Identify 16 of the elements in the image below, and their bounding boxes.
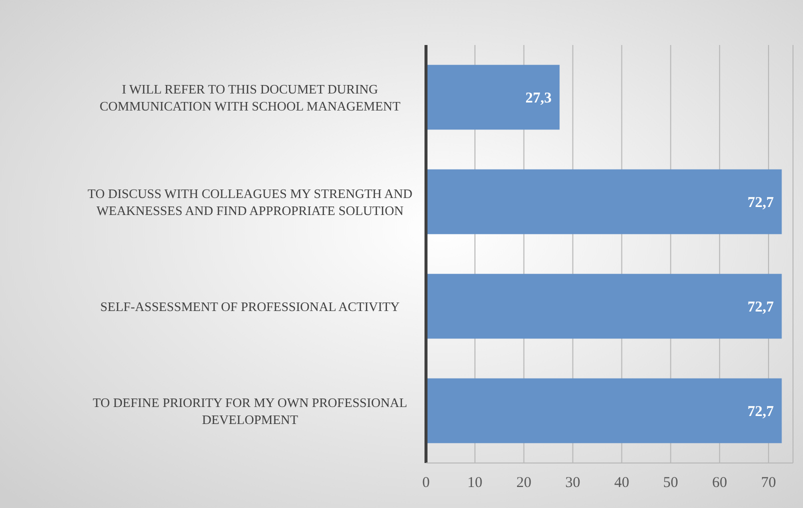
y-tick-label: TO DEFINE PRIORITY FOR MY OWN PROFESSIONAL DEVELOPMENT <box>92 394 408 427</box>
data-label: 27,3 <box>525 90 552 106</box>
y-tick-label: TO DISCUSS WITH COLLEAGUES MY STRENGTH AND WEAKNESSES AND FIND APPROPRIATE SOLUTION <box>88 186 412 218</box>
x-tick-label: 20 <box>516 475 532 491</box>
x-tick-label: 70 <box>761 475 776 491</box>
x-tick-label: 50 <box>663 475 678 491</box>
y-tick-label: SELF-ASSESSMENT OF PROFESSIONAL ACTIVITY <box>100 298 400 314</box>
data-label: 72,7 <box>747 195 774 211</box>
x-tick-label: 40 <box>614 475 630 491</box>
x-tick-label: 10 <box>467 475 482 491</box>
x-tick-label: 30 <box>565 475 580 491</box>
x-tick-label: 60 <box>712 475 728 491</box>
data-label: 72,7 <box>747 404 774 420</box>
y-tick-label: I WILL REFER TO THIS DOCUMET DURING COMMUNICATION WITH SCHOOL MANAGEMENT <box>100 81 400 114</box>
data-label: 72,7 <box>747 300 774 316</box>
x-tick-label: 0 <box>422 475 430 491</box>
